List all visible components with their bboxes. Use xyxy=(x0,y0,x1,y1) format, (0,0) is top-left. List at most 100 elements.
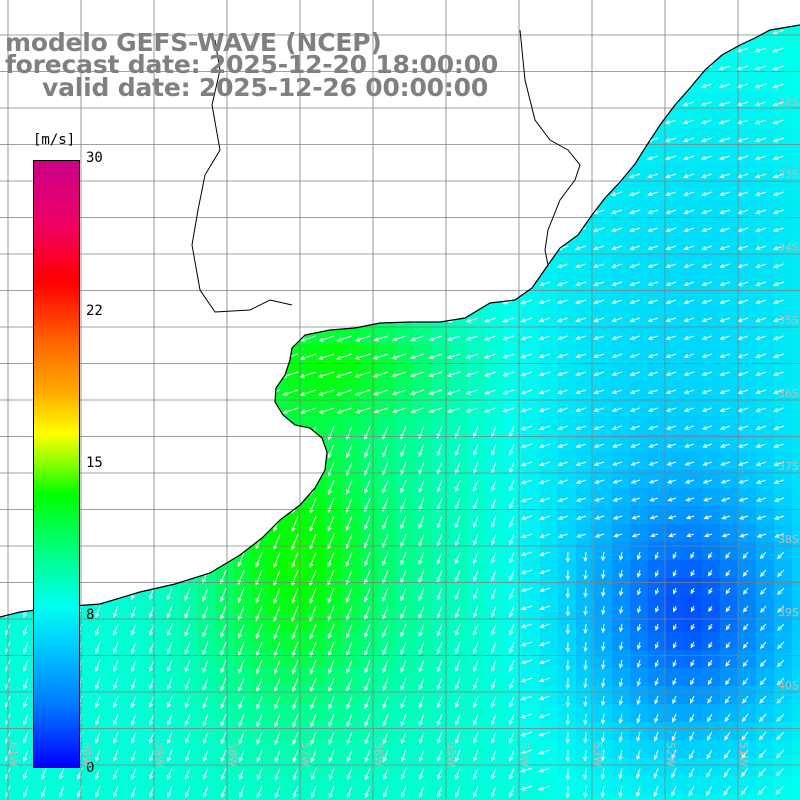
speed-cell xyxy=(180,704,199,723)
speed-cell xyxy=(180,182,199,201)
speed-cell xyxy=(576,254,595,273)
wind-arrow xyxy=(619,623,623,632)
wind-arrow-head xyxy=(265,319,271,324)
wind-arrow-head xyxy=(719,174,725,179)
speed-cell xyxy=(522,25,541,39)
speed-cell xyxy=(180,236,199,255)
wind-arrow-head xyxy=(655,607,660,613)
wind-arrow-head xyxy=(123,174,129,179)
speed-cell xyxy=(252,650,271,669)
wind-arrow-head xyxy=(665,210,671,215)
wind-arrow xyxy=(0,353,11,359)
wind-arrow-head xyxy=(520,138,526,143)
speed-cell xyxy=(108,704,127,723)
speed-cell xyxy=(756,488,775,507)
wind-arrow xyxy=(774,389,785,394)
wind-arrow-head xyxy=(177,156,183,161)
wind-arrow xyxy=(738,317,749,322)
speed-cell xyxy=(720,182,739,201)
speed-cell xyxy=(414,542,433,561)
speed-cell xyxy=(612,398,631,417)
wind-arrow-head xyxy=(538,246,544,251)
wind-arrow-head xyxy=(202,632,207,638)
wind-arrow-head xyxy=(774,533,780,538)
wind-arrow xyxy=(16,407,29,413)
wind-arrow xyxy=(142,371,155,377)
speed-cell xyxy=(594,38,613,57)
wind-arrow xyxy=(503,353,515,358)
speed-cell xyxy=(792,200,800,219)
wind-arrow xyxy=(273,533,281,550)
wind-arrow-head xyxy=(339,264,345,269)
wind-arrow xyxy=(558,479,569,484)
wind-arrow-head xyxy=(15,84,21,89)
wind-arrow xyxy=(268,281,281,287)
wind-arrow-head xyxy=(673,625,678,631)
wind-arrow-head xyxy=(592,156,598,161)
wind-arrow xyxy=(265,371,281,378)
wind-arrow xyxy=(503,191,515,196)
wind-arrow xyxy=(683,119,695,124)
wind-arrow-head xyxy=(400,452,405,458)
wind-arrow-head xyxy=(0,408,3,413)
wind-arrow xyxy=(382,461,389,475)
wind-arrow-head xyxy=(429,282,435,287)
speed-cell xyxy=(522,704,541,723)
speed-cell xyxy=(180,380,199,399)
wind-arrow xyxy=(322,101,335,107)
wind-arrow-head xyxy=(754,66,760,71)
speed-cell xyxy=(504,686,523,705)
wind-arrow xyxy=(0,335,11,341)
wind-arrow xyxy=(448,281,461,287)
wind-arrow xyxy=(666,209,677,214)
wind-arrow-head xyxy=(565,629,571,635)
speed-cell xyxy=(180,308,199,327)
speed-cell xyxy=(684,524,703,543)
wind-arrow-head xyxy=(282,355,288,360)
wind-arrow xyxy=(346,605,353,620)
speed-cell xyxy=(720,560,739,579)
wind-arrow xyxy=(455,533,461,546)
speed-cell xyxy=(0,740,19,759)
wind-arrow xyxy=(485,137,497,142)
speed-cell xyxy=(738,200,757,219)
speed-cell xyxy=(342,290,361,309)
wind-arrow-head xyxy=(448,156,454,161)
wind-arrow-head xyxy=(130,612,135,619)
wind-arrow-head xyxy=(273,563,278,569)
wind-arrow xyxy=(394,101,407,107)
speed-cell xyxy=(108,218,127,237)
wind-arrow-head xyxy=(15,156,21,161)
speed-cell xyxy=(126,776,145,795)
wind-arrow-head xyxy=(483,336,489,341)
speed-cell xyxy=(252,686,271,705)
wind-arrow-head xyxy=(773,443,779,449)
speed-cell xyxy=(270,614,289,633)
speed-cell xyxy=(684,740,703,759)
speed-cell xyxy=(540,110,559,129)
speed-cell xyxy=(126,542,145,561)
speed-cell xyxy=(720,380,739,399)
wind-arrow-head xyxy=(612,479,618,484)
wind-arrow xyxy=(630,335,641,340)
wind-arrow-head xyxy=(502,228,508,233)
wind-arrow-head xyxy=(664,48,670,53)
wind-arrow xyxy=(720,191,731,196)
wind-arrow-head xyxy=(0,246,3,251)
speed-cell xyxy=(0,776,19,795)
speed-cell xyxy=(612,146,631,165)
wind-arrow xyxy=(202,479,209,493)
wind-arrow xyxy=(773,101,785,106)
wind-arrow-head xyxy=(576,533,582,538)
wind-arrow-head xyxy=(166,451,171,457)
wind-arrow-head xyxy=(556,174,562,179)
wind-arrow-head xyxy=(447,336,453,341)
speed-cell xyxy=(216,560,235,579)
speed-cell xyxy=(486,254,505,273)
speed-cell xyxy=(522,740,541,759)
wind-arrow xyxy=(756,209,767,214)
speed-cell xyxy=(450,740,469,759)
wind-arrow-head xyxy=(719,371,725,377)
wind-arrow xyxy=(23,425,29,437)
speed-cell xyxy=(252,164,271,183)
